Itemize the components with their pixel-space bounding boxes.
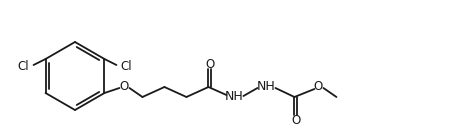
Text: O: O: [120, 80, 129, 94]
Text: NH: NH: [225, 91, 244, 104]
Text: Cl: Cl: [18, 60, 29, 74]
Text: NH: NH: [257, 80, 276, 94]
Text: Cl: Cl: [121, 60, 132, 74]
Text: O: O: [291, 113, 300, 127]
Text: O: O: [314, 80, 323, 94]
Text: O: O: [205, 58, 214, 71]
